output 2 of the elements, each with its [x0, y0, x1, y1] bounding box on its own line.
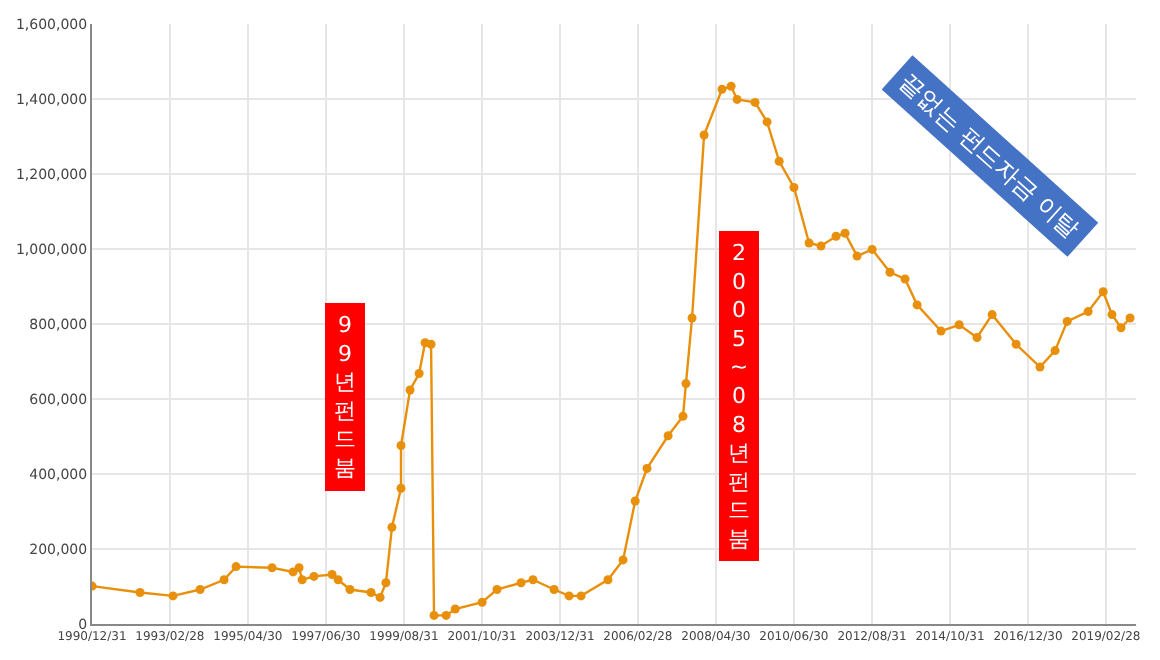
text: 2005~08년펀드붐 [728, 240, 750, 552]
annotation: 99년펀드붐 [334, 312, 356, 481]
